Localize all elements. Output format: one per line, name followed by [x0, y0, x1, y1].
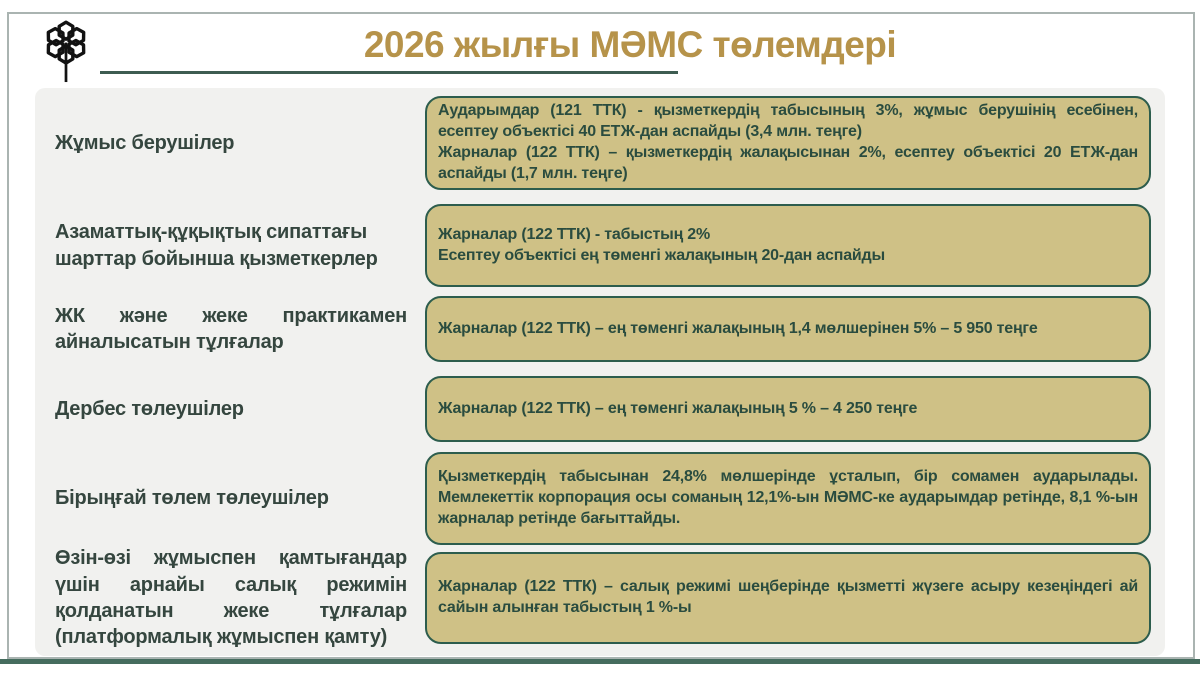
- box-text: Жарналар (122 ТТК) – ең төменгі жалақыны…: [438, 399, 918, 417]
- row-label: ЖК және жеке практикамен айналысатын тұл…: [55, 304, 407, 353]
- row-value-box: Қызметкердің табысынан 24,8% мөлшерінде …: [425, 452, 1151, 545]
- table-row-employers: Жұмыс берушілер Аударымдар (121 ТТК) - қ…: [35, 96, 1165, 190]
- row-label: Азаматтық-құқықтық сипаттағы шарттар бой…: [55, 221, 378, 270]
- box-text: Есептеу объектісі ең төменгі жалақының 2…: [438, 246, 885, 264]
- bottom-accent-bar: [0, 659, 1200, 664]
- table-row-independent-payers: Дербес төлеушілер Жарналар (122 ТТК) – е…: [35, 376, 1165, 442]
- page-title: 2026 жылғы МӘМС төлемдері: [363, 24, 897, 65]
- box-text: Жарналар (122 ТТК) – ең төменгі жалақыны…: [438, 319, 1038, 337]
- row-label: Жұмыс берушілер: [55, 131, 235, 154]
- row-label: Дербес төлеушілер: [55, 397, 244, 420]
- row-label-cell: Азаматтық-құқықтық сипаттағы шарттар бой…: [35, 204, 425, 287]
- table-row-self-employed: Өзін-өзі жұмыспен қамтығандар үшін арнай…: [35, 547, 1165, 648]
- row-value-box: Жарналар (122 ТТК) – салық режимі шеңбер…: [425, 552, 1151, 644]
- row-label-cell: Бірыңғай төлем төлеушілер: [35, 452, 425, 545]
- row-value-box: Аударымдар (121 ТТК) - қызметкердің табы…: [425, 96, 1151, 190]
- row-label-cell: Жұмыс берушілер: [35, 96, 425, 190]
- table-row-single-payment-payers: Бірыңғай төлем төлеушілер Қызметкердің т…: [35, 452, 1165, 545]
- health-insurance-fund-logo-icon: [46, 20, 86, 83]
- row-value-box: Жарналар (122 ТТК) - табыстың 2% Есептеу…: [425, 204, 1151, 287]
- content-panel: Жұмыс берушілер Аударымдар (121 ТТК) - қ…: [35, 88, 1165, 656]
- row-value-box: Жарналар (122 ТТК) – ең төменгі жалақыны…: [425, 296, 1151, 362]
- table-row-individual-entrepreneurs: ЖК және жеке практикамен айналысатын тұл…: [35, 296, 1165, 362]
- table-row-civil-contract-workers: Азаматтық-құқықтық сипаттағы шарттар бой…: [35, 204, 1165, 287]
- row-label-cell: Дербес төлеушілер: [35, 376, 425, 442]
- title-underline: [100, 71, 678, 74]
- box-text: Қызметкердің табысынан 24,8% мөлшерінде …: [438, 468, 1138, 527]
- box-text: Жарналар (122 ТТК) – салық режимі шеңбер…: [438, 578, 1138, 616]
- box-text: Аударымдар (121 ТТК) - қызметкердің табы…: [438, 102, 1138, 141]
- box-text: Жарналар (122 ТТК) – қызметкердің жалақы…: [438, 144, 1138, 182]
- row-label-cell: ЖК және жеке практикамен айналысатын тұл…: [35, 296, 425, 362]
- row-label-cell: Өзін-өзі жұмыспен қамтығандар үшін арнай…: [35, 547, 425, 648]
- row-label: Бірыңғай төлем төлеушілер: [55, 487, 329, 510]
- row-value-box: Жарналар (122 ТТК) – ең төменгі жалақыны…: [425, 376, 1151, 442]
- row-label: Өзін-өзі жұмыспен қамтығандар үшін арнай…: [55, 547, 407, 649]
- box-text: Жарналар (122 ТТК) - табыстың 2%: [438, 225, 711, 243]
